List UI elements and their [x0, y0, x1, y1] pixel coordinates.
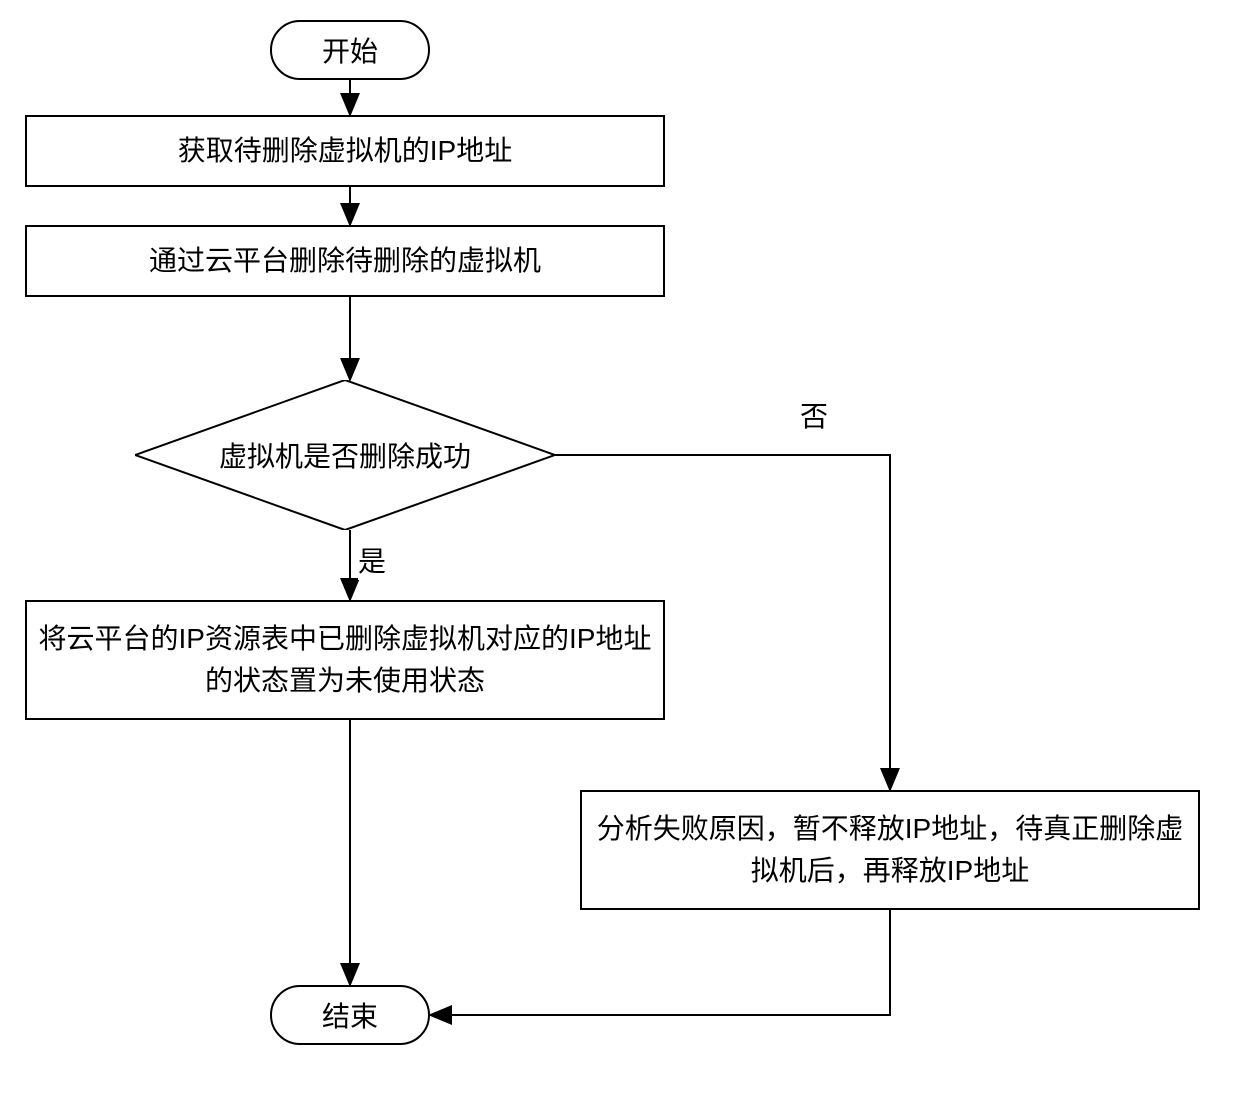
node-step-no-label: 分析失败原因，暂不释放IP地址，待真正删除虚拟机后，再释放IP地址	[592, 808, 1188, 892]
node-decision-label: 虚拟机是否删除成功	[219, 435, 471, 475]
node-start-label: 开始	[322, 30, 378, 70]
node-step-yes: 将云平台的IP资源表中已删除虚拟机对应的IP地址的状态置为未使用状态	[25, 600, 665, 720]
node-step1: 获取待删除虚拟机的IP地址	[25, 115, 665, 187]
node-step2: 通过云平台删除待删除的虚拟机	[25, 225, 665, 297]
node-end: 结束	[270, 985, 430, 1045]
node-start: 开始	[270, 20, 430, 80]
node-step-yes-label: 将云平台的IP资源表中已删除虚拟机对应的IP地址的状态置为未使用状态	[37, 618, 653, 702]
edge-no-end	[430, 910, 890, 1015]
node-step-no: 分析失败原因，暂不释放IP地址，待真正删除虚拟机后，再释放IP地址	[580, 790, 1200, 910]
node-decision: 虚拟机是否删除成功	[135, 380, 555, 530]
node-end-label: 结束	[322, 995, 378, 1035]
flowchart-container: 开始 获取待删除虚拟机的IP地址 通过云平台删除待删除的虚拟机 虚拟机是否删除成…	[0, 0, 1240, 1112]
node-step1-label: 获取待删除虚拟机的IP地址	[178, 130, 512, 172]
label-no: 否	[800, 395, 828, 435]
node-step2-label: 通过云平台删除待删除的虚拟机	[149, 240, 541, 282]
label-yes: 是	[358, 540, 386, 580]
